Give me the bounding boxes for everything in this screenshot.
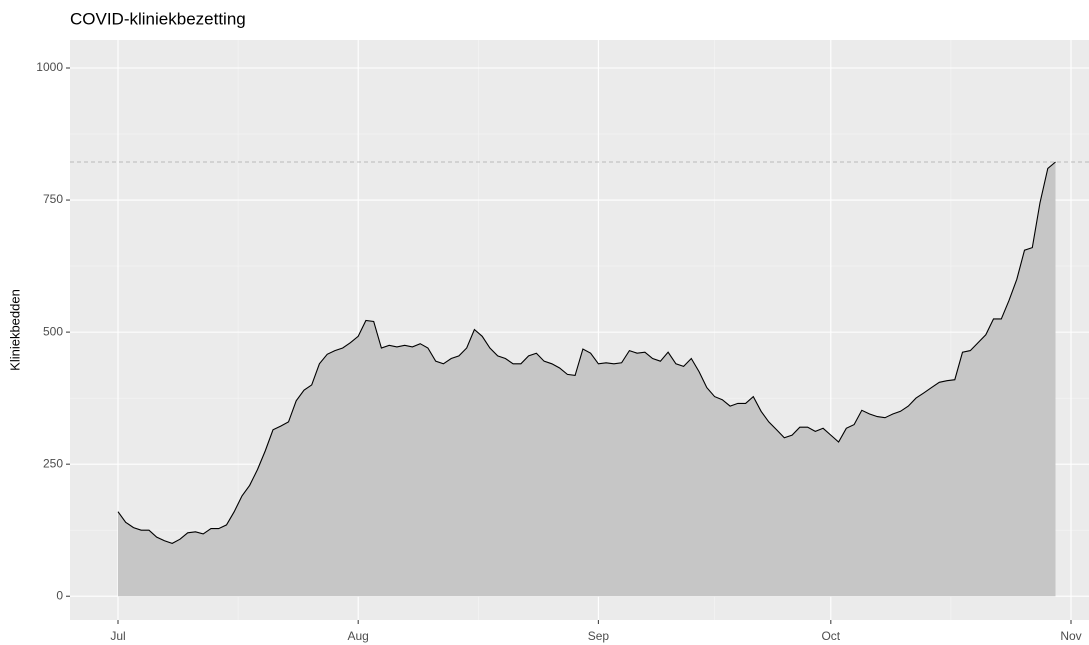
x-tick-label: Oct xyxy=(821,629,840,643)
y-tick-label: 1000 xyxy=(36,60,63,74)
x-tick-label: Nov xyxy=(1060,629,1081,643)
line xyxy=(117,161,1056,544)
y-axis-label: Kliniekbedden xyxy=(7,289,22,371)
x-tick-label: Aug xyxy=(348,629,369,643)
y-tick-label: 500 xyxy=(43,324,63,338)
chart-title: COVID-kliniekbezetting xyxy=(70,9,246,28)
y-tick-label: 750 xyxy=(43,192,63,206)
y-tick-label: 0 xyxy=(56,588,63,602)
area xyxy=(118,162,1056,597)
y-tick-label: 250 xyxy=(43,456,63,470)
x-tick-label: Jul xyxy=(110,629,125,643)
x-tick-label: Sep xyxy=(588,629,610,643)
